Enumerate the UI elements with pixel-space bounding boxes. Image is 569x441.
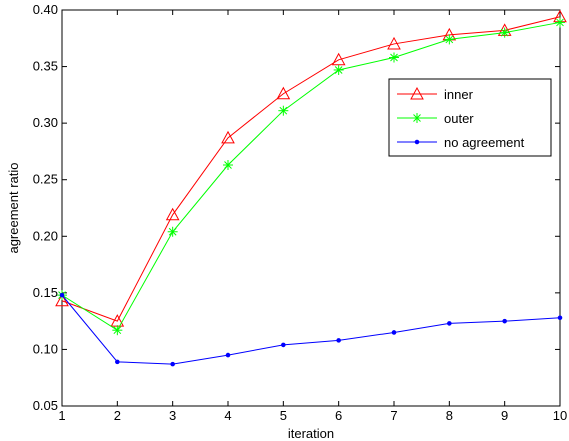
y-tick-label: 0.40 <box>33 2 58 17</box>
data-point <box>503 319 507 323</box>
data-point <box>278 106 288 116</box>
y-tick-label: 0.10 <box>33 341 58 356</box>
x-tick-label: 3 <box>169 408 176 423</box>
x-tick-label: 6 <box>335 408 342 423</box>
x-tick-label: 9 <box>501 408 508 423</box>
data-point <box>448 322 452 326</box>
data-point <box>171 362 175 366</box>
y-tick-label: 0.25 <box>33 172 58 187</box>
plot-area <box>62 10 560 406</box>
y-tick-label: 0.35 <box>33 59 58 74</box>
legend-label: inner <box>444 87 474 102</box>
data-point <box>282 343 286 347</box>
data-point <box>334 65 344 75</box>
x-tick-label: 1 <box>58 408 65 423</box>
data-point <box>389 53 399 63</box>
data-point <box>500 28 510 38</box>
x-tick-label: 2 <box>114 408 121 423</box>
x-tick-label: 5 <box>280 408 287 423</box>
legend-marker <box>415 140 419 144</box>
data-point <box>116 360 120 364</box>
y-tick-label: 0.15 <box>33 285 58 300</box>
legend-label: no agreement <box>444 135 525 150</box>
data-point <box>112 325 122 335</box>
x-tick-label: 10 <box>553 408 567 423</box>
data-point <box>223 160 233 170</box>
x-tick-label: 8 <box>446 408 453 423</box>
data-point <box>444 34 454 44</box>
legend-label: outer <box>444 111 474 126</box>
y-tick-label: 0.20 <box>33 228 58 243</box>
data-point <box>392 331 396 335</box>
x-tick-label: 7 <box>390 408 397 423</box>
legend: inner outer no agreement <box>389 79 551 156</box>
data-point <box>226 353 230 357</box>
data-point <box>60 293 64 297</box>
data-point <box>168 227 178 237</box>
x-tick-label: 4 <box>224 408 231 423</box>
data-point <box>555 17 565 27</box>
data-point <box>558 316 562 320</box>
data-point <box>337 339 341 343</box>
legend-marker <box>412 113 422 123</box>
y-tick-label: 0.05 <box>33 398 58 413</box>
y-axis-label: agreement ratio <box>6 162 21 253</box>
x-axis-label: iteration <box>288 426 334 441</box>
y-tick-label: 0.30 <box>33 115 58 130</box>
